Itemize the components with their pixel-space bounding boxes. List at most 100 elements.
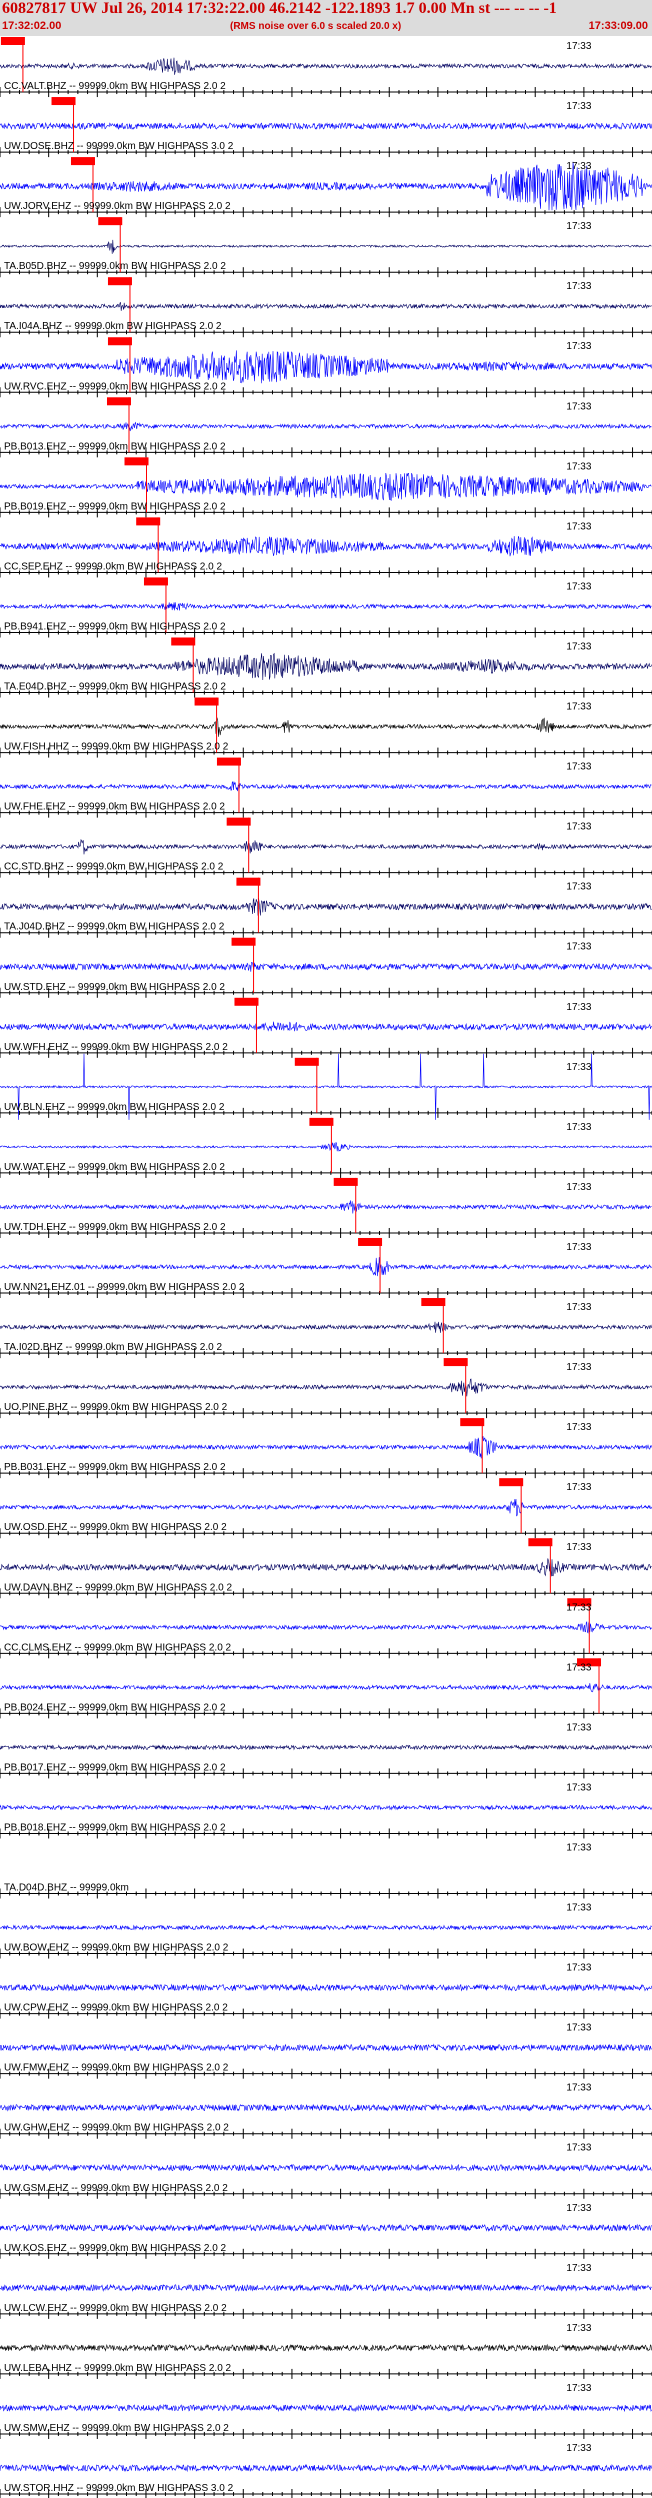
station-label: UW.GSM.EHZ -- 99999.0km BW HIGHPASS 2.0 … xyxy=(4,2183,228,2194)
waveform xyxy=(0,1683,652,1693)
pick-marker xyxy=(460,1418,485,1427)
waveform xyxy=(0,652,652,681)
time-tick-label: 17:33 xyxy=(566,702,591,713)
trace-40: 17:33 UW.STOR.HHZ -- 99999.0km BW HIGHPAS… xyxy=(0,2443,652,2498)
waveform xyxy=(0,239,652,254)
header-bar: 60827817 UW Jul 26, 2014 17:32:22.00 46.… xyxy=(0,0,652,36)
trace-9: 17:33 PB.B941.EHZ -- 99999.0km BW HIGHPAS… xyxy=(0,577,652,638)
station-label: PB.B031.EHZ -- 99999.0km BW HIGHPASS 2.0… xyxy=(4,1462,226,1473)
station-label: UW.CPW.EHZ -- 99999.0km BW HIGHPASS 2.0 … xyxy=(4,2003,228,2014)
time-tick-label: 17:33 xyxy=(566,401,591,412)
time-tick-label: 17:33 xyxy=(566,1062,591,1073)
trace-19: 17:33 UW.TDH.EHZ -- 99999.0km BW HIGHPASS… xyxy=(0,1177,652,1238)
time-tick-label: 17:33 xyxy=(566,2443,591,2454)
station-label: UW.FISH.HHZ -- 99999.0km BW HIGHPASS 2.0… xyxy=(4,742,229,753)
time-tick-label: 17:33 xyxy=(566,822,591,833)
station-label: UW.TDH.EHZ -- 99999.0km BW HIGHPASS 2.0 … xyxy=(4,1222,226,1233)
station-label: TA.I02D.BHZ -- 99999.0km BW HIGHPASS 2.0… xyxy=(4,1342,222,1353)
waveform xyxy=(0,898,652,916)
trace-1: 17:33 UW.DOSE.BHZ -- 99999.0km BW HIGHPAS… xyxy=(0,97,652,158)
station-label: TA.J04D.BHZ -- 99999.0km BW HIGHPASS 2.0… xyxy=(4,922,225,933)
pick-marker xyxy=(528,1538,553,1547)
pick-marker xyxy=(143,577,168,586)
time-tick-label: 17:33 xyxy=(566,161,591,172)
trace-35: 17:33 UW.GSM.EHZ -- 99999.0km BW HIGHPASS… xyxy=(0,2143,652,2199)
time-tick-label: 17:33 xyxy=(566,101,591,112)
pick-marker xyxy=(107,337,132,346)
time-tick-label: 17:33 xyxy=(566,2323,591,2334)
station-label: UW.BOW.EHZ -- 99999.0km BW HIGHPASS 2.0 … xyxy=(4,1943,229,1954)
trace-11: 17:33 UW.FISH.HHZ -- 99999.0km BW HIGHPAS… xyxy=(0,697,652,758)
trace-21: 17:33 TA.I02D.BHZ -- 99999.0km BW HIGHPAS… xyxy=(0,1298,652,1359)
time-tick-label: 17:33 xyxy=(566,942,591,953)
trace-32: 17:33 UW.CPW.EHZ -- 99999.0km BW HIGHPASS… xyxy=(0,1963,652,2019)
station-label: UW.STOR.HHZ -- 99999.0km BW HIGHPASS 3.0… xyxy=(4,2483,234,2494)
trace-5: 17:33 UW.RVC.EHZ -- 99999.0km BW HIGHPASS… xyxy=(0,337,652,398)
pick-marker xyxy=(443,1358,468,1367)
trace-14: 17:33 TA.J04D.BHZ -- 99999.0km BW HIGHPAS… xyxy=(0,877,652,938)
station-label: UW.WAT.EHZ -- 99999.0km BW HIGHPASS 2.0 … xyxy=(4,1162,225,1173)
pick-marker xyxy=(216,757,241,766)
station-label: PB.B019.EHZ -- 99999.0km BW HIGHPASS 2.0… xyxy=(4,501,226,512)
trace-33: 17:33 UW.FMW.EHZ -- 99999.0km BW HIGHPASS… xyxy=(0,2023,652,2079)
time-tick-label: 17:33 xyxy=(566,1362,591,1373)
time-tick-label: 17:33 xyxy=(566,1122,591,1133)
pick-marker xyxy=(70,157,95,166)
station-label: PB.B024.EHZ -- 99999.0km BW HIGHPASS 2.0… xyxy=(4,1702,226,1713)
time-tick-label: 17:33 xyxy=(566,882,591,893)
time-tick-label: 17:33 xyxy=(566,281,591,292)
station-label: UW.RVC.EHZ -- 99999.0km BW HIGHPASS 2.0 … xyxy=(4,381,226,392)
start-time-label: 17:32:02.00 xyxy=(2,20,62,32)
trace-16: 17:33 UW.WFH.EHZ -- 99999.0km BW HIGHPASS… xyxy=(0,997,652,1058)
waveform xyxy=(0,2283,652,2292)
pick-marker xyxy=(124,457,149,466)
waveform xyxy=(0,1200,652,1214)
trace-26: 17:33 CC.CLMS.EHZ -- 99999.0km BW HIGHPAS… xyxy=(0,1598,652,1659)
pick-marker xyxy=(421,1298,446,1307)
station-label: PB.B017.EHZ -- 99999.0km BW HIGHPASS 2.0… xyxy=(4,1762,226,1773)
time-tick-label: 17:33 xyxy=(566,581,591,592)
waveform xyxy=(0,1498,652,1517)
station-label: UW.KOS.EHZ -- 99999.0km BW HIGHPASS 2.0 … xyxy=(4,2243,227,2254)
station-label: UW.BLN.EHZ -- 99999.0km BW HIGHPASS 2.0 … xyxy=(4,1102,225,1113)
pick-marker xyxy=(577,1658,602,1667)
station-label: TA.I04A.BHZ -- 99999.0km BW HIGHPASS 2.0… xyxy=(4,321,222,332)
station-label: UW.STD.EHZ -- 99999.0km BW HIGHPASS 2.0 … xyxy=(4,982,225,993)
waveform xyxy=(0,1435,652,1459)
trace-25: 17:33 UW.DAVN.BHZ -- 99999.0km BW HIGHPAS… xyxy=(0,1538,652,1599)
waveform xyxy=(0,1321,652,1333)
pick-marker xyxy=(171,637,196,646)
station-label: UW.LEBA.HHZ -- 99999.0km BW HIGHPASS 2.0… xyxy=(4,2363,232,2374)
station-label: PB.B018.EHZ -- 99999.0km BW HIGHPASS 2.0… xyxy=(4,1822,226,1833)
station-label: UW.FMW.EHZ -- 99999.0km BW HIGHPASS 2.0 … xyxy=(4,2063,229,2074)
time-tick-label: 17:33 xyxy=(566,2143,591,2154)
trace-20: 17:33 UW.NN21.EHZ.01 -- 99999.0km BW HIGH… xyxy=(0,1237,652,1299)
time-tick-label: 17:33 xyxy=(566,1602,591,1613)
waveform xyxy=(0,1142,652,1152)
station-label: UW.NN21.EHZ.01 -- 99999.0km BW HIGHPASS … xyxy=(4,1282,245,1293)
station-label: UW.GHW.EHZ -- 99999.0km BW HIGHPASS 2.0 … xyxy=(4,2123,229,2134)
time-tick-label: 17:33 xyxy=(566,341,591,352)
pick-marker xyxy=(107,277,132,286)
station-label: UW.OSD.EHZ -- 99999.0km BW HIGHPASS 2.0 … xyxy=(4,1522,227,1533)
pick-marker xyxy=(236,877,261,886)
station-label: UW.JORV.EHZ -- 99999.0km BW HIGHPASS 2.0… xyxy=(4,201,231,212)
trace-31: 17:33 UW.BOW.EHZ -- 99999.0km BW HIGHPASS… xyxy=(0,1903,652,1959)
trace-22: 17:33 UO.PINE.BHZ -- 99999.0km BW HIGHPAS… xyxy=(0,1358,652,1419)
time-tick-label: 17:33 xyxy=(566,1662,591,1673)
time-tick-label: 17:33 xyxy=(566,641,591,652)
waveform xyxy=(0,472,652,501)
station-label: TA.D04D.BHZ -- 99999.0km xyxy=(4,1883,129,1894)
station-label: CC.SEP.EHZ -- 99999.0km BW HIGHPASS 2.0 … xyxy=(4,561,222,572)
waveform xyxy=(0,2223,652,2232)
trace-23: 17:33 PB.B031.EHZ -- 99999.0km BW HIGHPAS… xyxy=(0,1418,652,1479)
time-tick-label: 17:33 xyxy=(566,2083,591,2094)
waveform xyxy=(0,1558,652,1577)
pick-marker xyxy=(136,517,161,526)
pick-marker xyxy=(194,697,219,706)
trace-4: 17:33 TA.I04A.BHZ -- 99999.0km BW HIGHPAS… xyxy=(0,277,652,338)
station-label: TA.E04D.BHZ -- 99999.0km BW HIGHPASS 2.0… xyxy=(4,682,226,693)
waveform xyxy=(0,1924,652,1931)
time-tick-label: 17:33 xyxy=(566,2263,591,2274)
rms-note: (RMS noise over 6.0 s scaled 20.0 x) xyxy=(230,21,402,32)
